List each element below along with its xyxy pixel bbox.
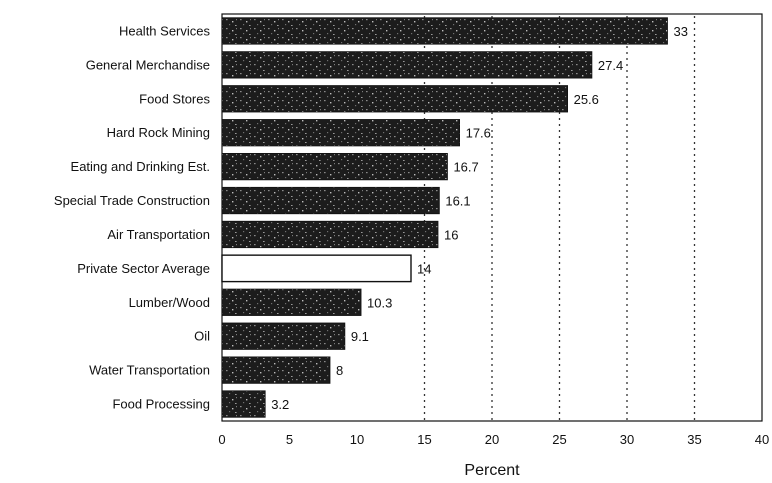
category-label-11: Food Processing [112, 397, 210, 412]
x-tick-label-7: 35 [687, 432, 701, 447]
x-tick-label-4: 20 [485, 432, 499, 447]
value-label-2: 25.6 [574, 92, 599, 107]
bar-4 [221, 152, 448, 181]
x-tick-label-6: 30 [620, 432, 634, 447]
value-label-6: 16 [444, 227, 458, 242]
value-label-4: 16.7 [453, 160, 478, 175]
value-label-7: 14 [417, 261, 431, 276]
category-label-8: Lumber/Wood [129, 295, 210, 310]
category-label-10: Water Transportation [89, 363, 210, 378]
x-tick-label-1: 5 [286, 432, 293, 447]
value-label-9: 9.1 [351, 329, 369, 344]
x-tick-label-0: 0 [218, 432, 225, 447]
category-label-0: Health Services [119, 23, 211, 38]
bar-1 [221, 51, 593, 79]
category-label-5: Special Trade Construction [54, 193, 210, 208]
bar-6 [221, 220, 439, 249]
value-label-8: 10.3 [367, 295, 392, 310]
category-label-9: Oil [194, 329, 210, 344]
x-tick-label-5: 25 [552, 432, 566, 447]
value-label-1: 27.4 [598, 58, 623, 73]
value-label-3: 17.6 [466, 126, 491, 141]
category-label-4: Eating and Drinking Est. [71, 159, 210, 174]
bar-3 [221, 119, 461, 147]
bar-10 [221, 356, 331, 384]
category-label-2: Food Stores [139, 91, 210, 106]
bar-2 [221, 85, 569, 113]
x-tick-label-2: 10 [350, 432, 364, 447]
category-label-1: General Merchandise [86, 57, 210, 72]
value-label-0: 33 [674, 24, 688, 39]
bar-5 [221, 186, 440, 215]
bar-11 [221, 390, 266, 418]
value-label-11: 3.2 [271, 397, 289, 412]
x-tick-label-8: 40 [755, 432, 769, 447]
value-label-10: 8 [336, 363, 343, 378]
bar-8 [221, 288, 362, 316]
category-label-6: Air Transportation [107, 227, 210, 242]
bar-7 [221, 254, 412, 283]
x-axis-title: Percent [464, 462, 520, 479]
bar-0 [221, 17, 668, 45]
bar-9 [221, 322, 346, 350]
x-tick-label-3: 15 [417, 432, 431, 447]
value-label-5: 16.1 [445, 194, 470, 209]
plot-frame [221, 13, 763, 422]
category-label-3: Hard Rock Mining [107, 125, 210, 140]
category-label-7: Private Sector Average [77, 261, 210, 276]
